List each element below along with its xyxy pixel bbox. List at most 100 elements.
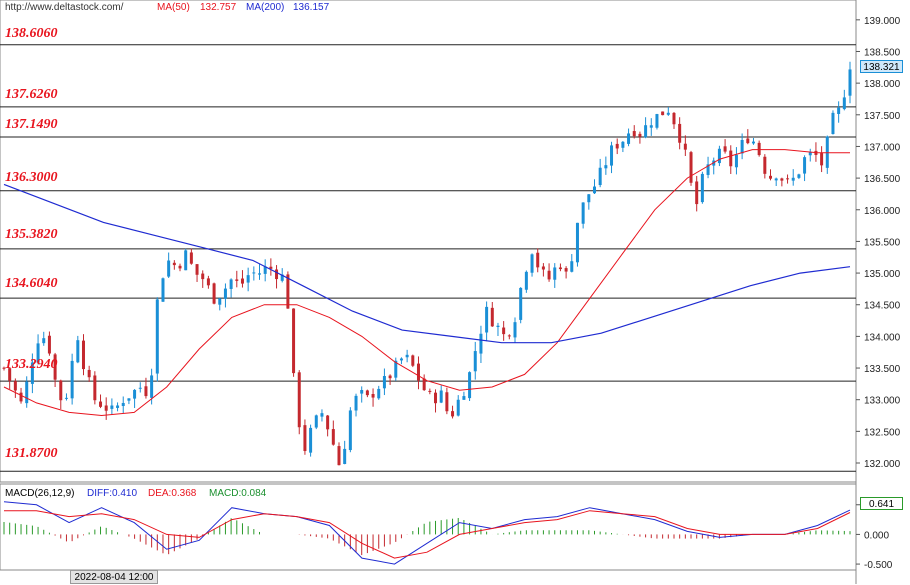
candle-body — [842, 97, 846, 110]
price-tick-label: 133.500 — [864, 364, 901, 375]
price-tick-label: 138.500 — [864, 47, 901, 58]
candle-body — [297, 372, 301, 428]
candle-body — [343, 448, 347, 464]
candle-body — [411, 355, 415, 366]
candle-body — [763, 156, 767, 174]
candle-body — [377, 388, 381, 399]
candle-body — [786, 178, 790, 180]
candle-body — [314, 415, 318, 428]
current-price-tag: 138.321 — [860, 60, 903, 73]
macd-value: MACD:0.084 — [209, 488, 267, 499]
candle-body — [610, 145, 614, 166]
candle-body — [104, 405, 108, 411]
candle-body — [201, 273, 205, 280]
candle-body — [649, 125, 653, 128]
candle-body — [178, 265, 182, 269]
candle-body — [360, 390, 364, 394]
candle-body — [240, 278, 244, 284]
candle-body — [797, 174, 801, 178]
candle-body — [331, 429, 335, 445]
candle-body — [456, 399, 460, 416]
candle-body — [706, 164, 710, 175]
candle-body — [490, 307, 494, 327]
candle-body — [76, 340, 80, 363]
candle-body — [638, 133, 642, 137]
candle-body — [689, 152, 693, 183]
price-tick-label: 137.500 — [864, 111, 901, 122]
candle-body — [808, 152, 812, 156]
candle-body — [184, 250, 188, 271]
candle-body — [416, 363, 420, 381]
candle-body — [223, 288, 227, 299]
candle-body — [64, 397, 68, 399]
candle-body — [30, 362, 34, 384]
candle-body — [717, 148, 721, 164]
candle-body — [326, 415, 330, 430]
ma200-label: MA(200) — [246, 2, 285, 13]
candle-body — [462, 396, 466, 400]
level-label-137-6260: 137.6260 — [5, 87, 58, 102]
level-label-137-1490: 137.1490 — [5, 117, 58, 132]
price-tick-label: 136.500 — [864, 174, 901, 185]
candle-body — [206, 278, 210, 286]
candle-body — [604, 165, 608, 169]
candle-body — [547, 270, 551, 280]
candle-body — [451, 411, 455, 417]
candle-body — [570, 261, 574, 272]
candle-body — [564, 268, 568, 272]
candle-body — [837, 107, 841, 114]
level-label-131-8700: 131.8700 — [5, 446, 58, 461]
candle-body — [116, 405, 120, 408]
macd-diff: DIFF:0.410 — [87, 488, 138, 499]
candle-body — [371, 394, 375, 398]
candle-body — [723, 146, 727, 152]
ma200-value: 136.157 — [293, 2, 330, 13]
price-tick-label: 135.500 — [864, 237, 901, 248]
candle-body — [8, 368, 12, 381]
candle-body — [592, 186, 596, 194]
candle-body — [496, 325, 500, 327]
macd-plot-frame — [0, 483, 857, 571]
site-url[interactable]: http://www.deltastock.com/ — [5, 2, 124, 13]
candle-body — [524, 271, 528, 290]
candle-body — [252, 272, 256, 274]
candle-body — [133, 389, 137, 399]
candle-body — [740, 139, 744, 154]
candle-body — [473, 351, 477, 372]
candle-body — [150, 375, 154, 398]
candle-body — [99, 401, 103, 407]
candle-body — [615, 143, 619, 149]
candle-body — [700, 173, 704, 203]
candle-body — [848, 69, 852, 96]
candle-body — [172, 262, 176, 266]
candle-body — [746, 138, 750, 144]
candle-body — [320, 413, 324, 417]
candle-body — [263, 266, 267, 274]
level-label-134-6040: 134.6040 — [5, 276, 58, 291]
candle-body — [598, 167, 602, 186]
candle-body — [502, 327, 506, 335]
candle-body — [683, 143, 687, 150]
macd-title: MACD(26,12,9) — [5, 488, 75, 499]
macd-tick-label: -0.500 — [864, 560, 893, 571]
candle-body — [751, 141, 755, 144]
candle-body — [144, 386, 148, 397]
candle-body — [774, 178, 778, 181]
candle-body — [161, 278, 165, 302]
candle-body — [780, 178, 784, 181]
candle-body — [519, 287, 523, 320]
crosshair-date-label: 2022-08-04 12:00 — [70, 570, 158, 584]
candle-body — [195, 264, 199, 275]
candle-body — [42, 338, 46, 344]
candle-body — [292, 308, 296, 374]
candle-body — [70, 360, 74, 399]
candle-body — [303, 425, 307, 452]
candle-body — [405, 354, 409, 358]
candle-body — [19, 392, 23, 402]
candle-body — [803, 157, 807, 174]
candle-body — [212, 283, 216, 304]
candle-body — [507, 335, 511, 337]
price-plot-frame — [0, 0, 857, 483]
candle-body — [536, 252, 540, 268]
